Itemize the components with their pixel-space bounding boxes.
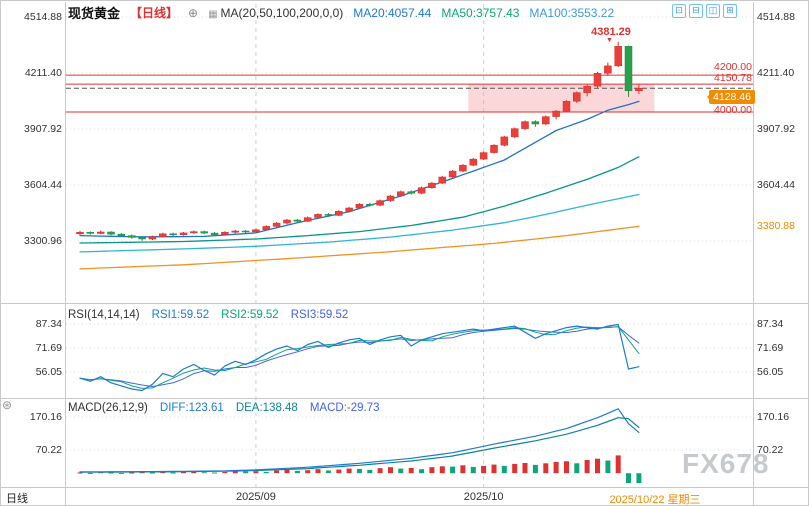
candlestick-series — [76, 41, 643, 241]
price-panel-header: 现货黄金 【日线】 ⊕ ▦ MA(20,50,100,200,0,0) MA20:… — [68, 3, 614, 22]
rsi-title: RSI(14,14,14) — [68, 309, 140, 321]
period-tag: 【日线】 — [130, 6, 179, 20]
rsi1-value-label: RSI1:59.52 — [151, 309, 210, 321]
layout-toolbar: ⊡ ⊟ ◫ ⊞ — [672, 4, 737, 18]
current-date-label: 2025/10/22 星期三 — [609, 494, 701, 506]
peak-price-annotation: 4381.29 — [591, 26, 631, 38]
rsi-panel-header: RSI(14,14,14) RSI1:59.52 RSI2:59.52 RSI3… — [68, 309, 348, 321]
gridlines — [66, 4, 753, 487]
peak-marker-icon: ▼ — [606, 37, 613, 44]
ma-settings-group[interactable]: ▦ MA(20,50,100,200,0,0) — [208, 6, 343, 20]
ma50-value-label: MA50:3757.43 — [441, 5, 520, 20]
rsi3-value-label: RSI3:59.52 — [290, 309, 349, 321]
resistance-label-4150[interactable]: 4150.78 — [714, 72, 752, 84]
dea-value-label: DEA:138.48 — [235, 402, 298, 414]
macd-value-label: MACD:-29.73 — [309, 402, 380, 414]
rsi2-value-label: RSI2:59.52 — [221, 309, 279, 321]
macd-panel-header: MACD(26,12,9) DIFF:123.61 DEA:138.48 MAC… — [68, 402, 380, 414]
support-zone — [468, 84, 655, 112]
last-price-badge: 4128.46 — [707, 90, 755, 104]
rsi-lines — [79, 323, 640, 392]
layout-columns-icon[interactable]: ◫ — [706, 4, 720, 18]
diff-value-label: DIFF:123.61 — [159, 402, 224, 414]
watermark: FX678 — [682, 448, 770, 479]
layout-single-icon[interactable]: ⊡ — [672, 4, 686, 18]
period-selector[interactable]: 日线 — [6, 493, 28, 505]
resistance-label-4200[interactable]: 4200.00 — [714, 61, 752, 73]
ma100-value-label: MA100:3553.22 — [529, 5, 615, 20]
macd-series — [77, 408, 642, 484]
ma-lines — [79, 100, 640, 270]
panel-settings-icon[interactable]: ⊛ — [2, 398, 13, 412]
macd-title: MACD(26,12,9) — [68, 402, 148, 414]
symbol-title: 现货黄金 — [68, 6, 121, 21]
ma-settings-label: MA(20,50,100,200,0,0) — [220, 5, 344, 20]
layout-grid-icon[interactable]: ⊞ — [723, 4, 737, 18]
ma-indicator-icon[interactable]: ▦ — [208, 8, 218, 20]
add-indicator-icon[interactable]: ⊕ — [188, 5, 199, 20]
layout-rows-icon[interactable]: ⊟ — [689, 4, 703, 18]
ma20-value-label: MA20:4057.44 — [353, 5, 432, 20]
support-label-4000[interactable]: 4000.00 — [714, 104, 752, 116]
